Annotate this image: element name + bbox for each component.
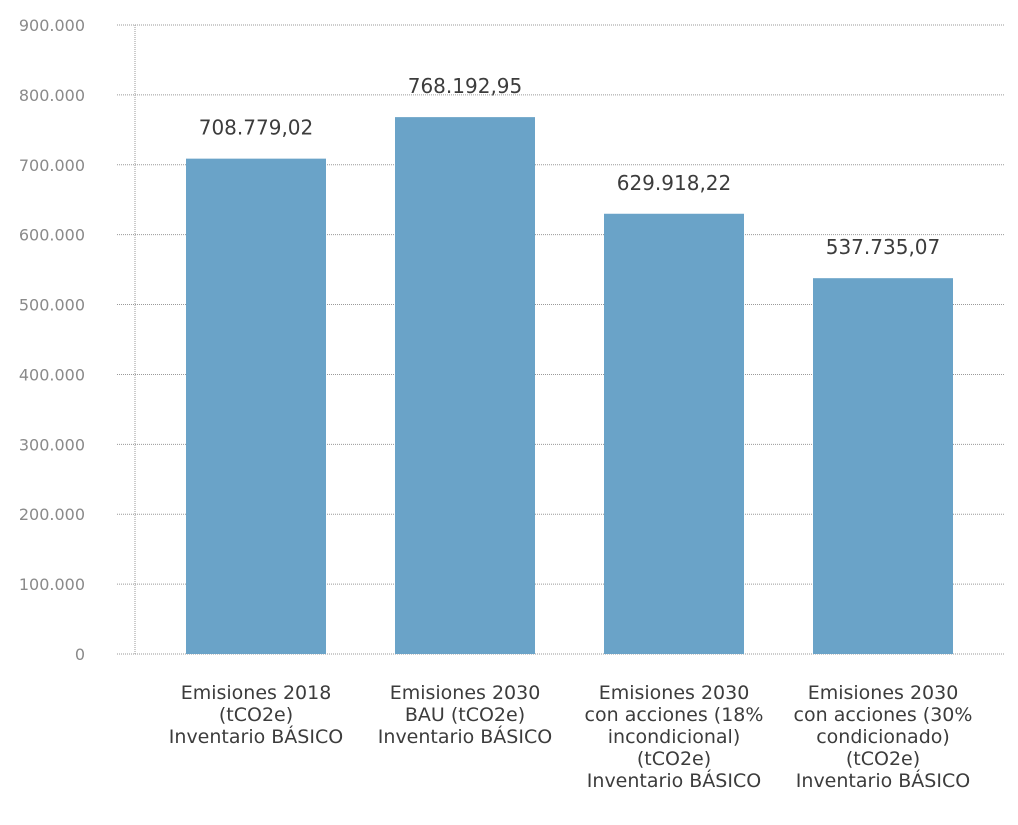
x-category-label: Emisiones 2030 con acciones (30% condicion… bbox=[778, 682, 988, 792]
data-label: 629.918,22 bbox=[617, 171, 732, 195]
x-category-line: Emisiones 2030 bbox=[807, 682, 959, 704]
x-category-label: Emisiones 2030 BAU (tCO2e) Inventario BÁSI… bbox=[360, 682, 570, 748]
data-labels: 708.779,02 768.192,95 629.918,22 537.735,07 bbox=[199, 74, 941, 259]
y-tick-label: 200.000 bbox=[19, 505, 85, 524]
bar bbox=[604, 213, 744, 655]
x-category-line: incondicional) bbox=[607, 726, 741, 748]
y-axis-ticks: 0 100.000 200.000 300.000 400.000 500.000 600.… bbox=[19, 16, 85, 664]
data-label: 768.192,95 bbox=[408, 74, 523, 98]
x-category-line: Emisiones 2030 bbox=[598, 682, 750, 704]
x-category-line: Inventario BÁSICO bbox=[795, 770, 971, 792]
x-category-line: (tCO2e) bbox=[845, 748, 921, 770]
x-category-line: BAU (tCO2e) bbox=[404, 704, 526, 726]
y-tick-label: 600.000 bbox=[19, 226, 85, 245]
x-category-line: condicionado) bbox=[816, 726, 950, 748]
bar bbox=[186, 158, 326, 654]
y-tick-label: 700.000 bbox=[19, 156, 85, 175]
y-tick-label: 500.000 bbox=[19, 296, 85, 315]
x-category-line: Inventario BÁSICO bbox=[586, 770, 762, 792]
data-label: 708.779,02 bbox=[199, 116, 314, 140]
bar bbox=[813, 278, 953, 654]
y-tick-label: 0 bbox=[75, 645, 85, 664]
bar bbox=[395, 117, 535, 655]
x-category-line: Emisiones 2018 bbox=[180, 682, 332, 704]
x-category-line: Emisiones 2030 bbox=[389, 682, 541, 704]
y-tick-label: 300.000 bbox=[19, 435, 85, 454]
x-category-line: (tCO2e) bbox=[218, 704, 294, 726]
y-tick-label: 100.000 bbox=[19, 575, 85, 594]
x-category-line: con acciones (30% bbox=[793, 704, 973, 726]
x-category-label: Emisiones 2018 (tCO2e) Inventario BÁSICO bbox=[151, 682, 361, 748]
x-category-line: (tCO2e) bbox=[636, 748, 712, 770]
x-category-line: Inventario BÁSICO bbox=[377, 726, 553, 748]
y-tick-label: 800.000 bbox=[19, 86, 85, 105]
x-category-label: Emisiones 2030 con acciones (18% incondici… bbox=[569, 682, 779, 792]
x-category-line: con acciones (18% bbox=[584, 704, 764, 726]
data-label: 537.735,07 bbox=[826, 235, 941, 259]
y-tick-label: 900.000 bbox=[19, 16, 85, 35]
x-category-line: Inventario BÁSICO bbox=[168, 726, 344, 748]
y-tick-label: 400.000 bbox=[19, 365, 85, 384]
bars bbox=[186, 117, 953, 655]
